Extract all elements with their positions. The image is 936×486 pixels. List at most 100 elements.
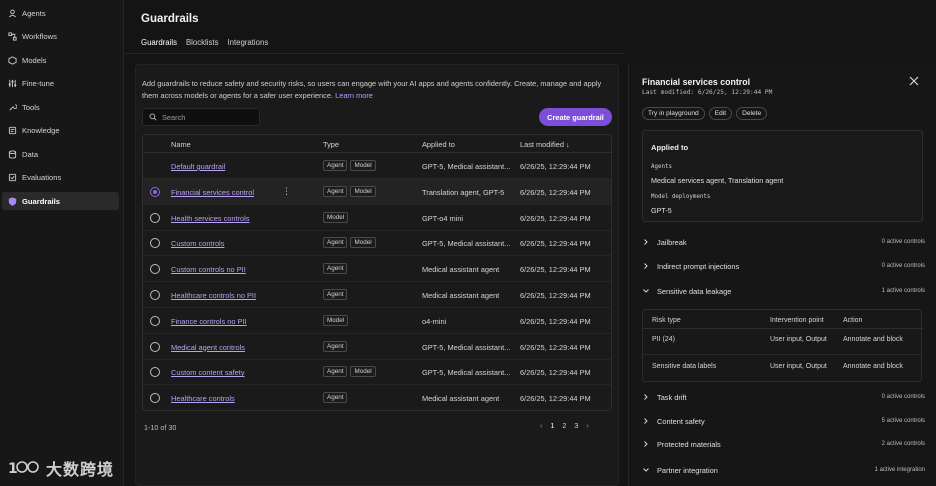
sidebar-item-evaluations[interactable]: Evaluations: [2, 168, 119, 186]
applied-to-cell: Medical assistant agent: [422, 291, 500, 300]
table-row[interactable]: Custom controls no PII Agent Medical assis…: [143, 256, 611, 283]
guardrail-name-link[interactable]: Healthcare controls no PII: [171, 291, 257, 300]
risk-table: Risk type Intervention point Action PII …: [642, 309, 923, 382]
type-chip: Model: [350, 185, 376, 197]
chevron-right-icon: [642, 262, 650, 270]
sidebar-item-agents[interactable]: Agents: [2, 4, 119, 22]
column-header-type[interactable]: Type: [323, 140, 340, 149]
table-row[interactable]: Finance controls no PII Model o4-mini 6/26/…: [143, 308, 611, 334]
column-header-applied-to[interactable]: Applied to: [422, 140, 455, 149]
agents-label: Agents: [651, 164, 672, 170]
applied-to-cell: Medical assistant agent: [422, 265, 500, 275]
row-radio[interactable]: [150, 186, 160, 197]
guardrail-name-link[interactable]: Default guardrail: [171, 162, 226, 171]
tab-integrations[interactable]: Integrations: [227, 38, 269, 47]
risk-table-header: Risk type Intervention point Action: [643, 310, 923, 329]
guardrail-name-link[interactable]: Custom controls: [171, 239, 225, 249]
edit-button[interactable]: Edit: [708, 107, 733, 120]
tabs-divider: [125, 53, 625, 54]
table-row[interactable]: Default guardrail Agent Model GPT-5, Medica…: [143, 153, 611, 179]
table-row[interactable]: Healthcare controls no PII Agent Medical a…: [143, 282, 611, 308]
applied-to-card: Applied to Agents Medical services agent…: [642, 130, 923, 222]
type-chip: Agent: [323, 366, 348, 378]
page-number[interactable]: 2: [562, 421, 567, 430]
learn-more-link[interactable]: Learn more: [335, 90, 373, 100]
main-area: Guardrails Guardrails Blocklists Integrati…: [125, 0, 625, 486]
type-chip: Agent: [323, 263, 348, 275]
action-header: Action: [843, 317, 863, 324]
control-section-indirect-prompt-injections[interactable]: Indirect prompt injections 0 active contr…: [642, 261, 925, 275]
type-chip: Agent: [323, 160, 348, 171]
control-section-content-safety[interactable]: Content safety 5 active controls: [642, 416, 925, 430]
control-section-task-drift[interactable]: Task drift 0 active controls: [642, 392, 925, 406]
row-radio[interactable]: [150, 238, 160, 249]
table-row[interactable]: Custom content safety Agent Model GPT-5, Me…: [143, 359, 611, 386]
table-row[interactable]: Custom controls Agent Model GPT-5, Medical …: [143, 230, 611, 257]
search-input[interactable]: Search: [142, 108, 260, 126]
intervention-point-cell: User input, Output: [770, 336, 827, 343]
more-options-icon[interactable]: ⋮: [282, 185, 291, 196]
risk-type-cell: PII (24): [652, 336, 675, 343]
search-icon: [149, 113, 157, 121]
last-modified-cell: 6/26/25, 12:29:44 PM: [520, 368, 591, 378]
control-section-protected-materials[interactable]: Protected materials 2 active controls: [642, 439, 925, 453]
table-row[interactable]: Health services controls Model GPT-o4 mini…: [143, 205, 611, 231]
control-section-partner-integration[interactable]: Partner integration 1 active integration: [642, 465, 925, 479]
page-number[interactable]: 1: [550, 421, 555, 430]
row-radio[interactable]: [150, 315, 160, 326]
create-guardrail-button[interactable]: Create guardrail: [539, 108, 612, 126]
sidebar-item-models[interactable]: Models: [2, 51, 119, 69]
page-number[interactable]: 3: [574, 421, 579, 430]
sidebar-item-fine-tune[interactable]: Fine-tune: [2, 74, 119, 92]
table-row[interactable]: Healthcare controls Agent Medical assistan…: [143, 385, 611, 410]
guardrail-name-link[interactable]: Custom content safety: [171, 368, 245, 378]
intervention-point-header: Intervention point: [770, 317, 824, 324]
tab-guardrails[interactable]: Guardrails: [141, 38, 177, 54]
guardrail-name-link[interactable]: Healthcare controls: [171, 394, 235, 404]
model-deployments-value: GPT-5: [651, 206, 672, 215]
row-radio[interactable]: [150, 367, 160, 378]
close-icon[interactable]: [908, 75, 920, 87]
control-section-jailbreak[interactable]: Jailbreak 0 active controls: [642, 237, 925, 251]
last-modified-cell: 6/26/25, 12:29:44 PM: [520, 394, 591, 404]
applied-to-cell: o4-mini: [422, 316, 447, 326]
next-page-icon[interactable]: ›: [586, 421, 589, 430]
guardrail-name-link[interactable]: Medical agent controls: [171, 342, 245, 352]
row-radio[interactable]: [150, 290, 160, 300]
guardrail-name-link[interactable]: Finance controls no PII: [171, 316, 247, 326]
control-label: Indirect prompt injections: [657, 262, 740, 271]
column-header-last-modified[interactable]: Last modified ↓: [520, 140, 570, 149]
type-chip: Agent: [323, 237, 348, 249]
guardrail-name-link[interactable]: Health services controls: [171, 213, 250, 223]
row-radio[interactable]: [150, 212, 160, 223]
active-controls-count: 1 active controls: [881, 288, 925, 294]
column-header-name[interactable]: Name: [171, 140, 191, 149]
sidebar-item-data[interactable]: Data: [2, 145, 119, 163]
pagination: ‹ 1 2 3 ›: [540, 421, 589, 430]
risk-row: Sensitive data labels User input, Output…: [643, 356, 923, 382]
row-radio[interactable]: [150, 264, 160, 275]
sidebar-item-workflows[interactable]: Workflows: [2, 27, 119, 45]
guardrail-name-link[interactable]: Financial services control: [171, 187, 254, 197]
control-section-sensitive-data-leakage[interactable]: Sensitive data leakage 1 active controls: [642, 286, 925, 300]
type-chip: Agent: [323, 289, 348, 300]
applied-to-cell: GPT-o4 mini: [422, 213, 464, 223]
prev-page-icon[interactable]: ‹: [540, 421, 543, 430]
try-in-playground-button[interactable]: Try in playground: [642, 107, 705, 120]
tab-blocklists[interactable]: Blocklists: [185, 38, 219, 47]
sidebar-item-label: Knowledge: [22, 125, 60, 135]
guardrail-name-link[interactable]: Custom controls no PII: [171, 265, 246, 275]
row-radio[interactable]: [150, 341, 160, 352]
sidebar-item-guardrails[interactable]: Guardrails: [2, 192, 119, 210]
sidebar-item-tools[interactable]: Tools: [2, 98, 119, 116]
active-controls-count: 1 active integration: [874, 467, 925, 473]
row-radio[interactable]: [150, 393, 160, 404]
table-row[interactable]: Financial services control ⋮ Agent Model Tra…: [143, 178, 611, 205]
sidebar-item-knowledge[interactable]: Knowledge: [2, 121, 119, 139]
active-controls-count: 0 active controls: [881, 239, 925, 245]
table-row[interactable]: Medical agent controls Agent GPT-5, Medica…: [143, 334, 611, 360]
active-controls-count: 2 active controls: [881, 441, 925, 447]
delete-button[interactable]: Delete: [736, 107, 768, 120]
chevron-down-icon: [642, 466, 650, 474]
type-chips: Agent: [323, 392, 348, 404]
